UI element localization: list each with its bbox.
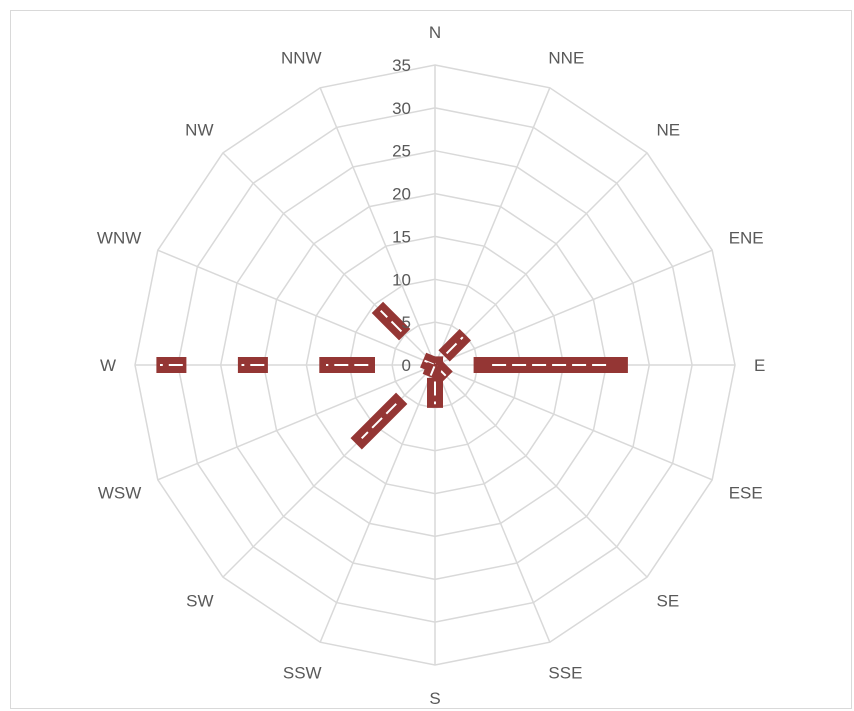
direction-label-e: E (754, 356, 765, 375)
bar-ssw-11 (422, 361, 443, 380)
bar-inner-line (445, 336, 464, 355)
spoke-wsw (157, 364, 436, 481)
spoke-ese (434, 364, 713, 481)
tick-label: 5 (402, 313, 411, 332)
bar-sw-3 (350, 392, 408, 450)
bar-inner-line (429, 366, 436, 376)
spoke-ssw (319, 364, 436, 643)
tick-label: 10 (392, 270, 411, 289)
spoke-sse (434, 364, 551, 643)
direction-label-sw: SW (186, 592, 213, 611)
direction-label-ene: ENE (729, 229, 764, 248)
direction-label-wsw: WSW (98, 483, 141, 502)
direction-label-nnw: NNW (281, 48, 322, 67)
bar-inner-line (360, 403, 397, 440)
direction-labels: N NNE NE ENE E ESE SE SSE S SSW SW WSW W WNW NW NNW (97, 23, 765, 708)
spoke-wnw (157, 249, 436, 366)
bar-inner-line (379, 309, 403, 333)
spoke-sw (222, 364, 436, 578)
bar-inner-line (424, 359, 434, 366)
tick-label: 30 (392, 99, 411, 118)
direction-label-sse: SSE (548, 664, 582, 683)
direction-label-s: S (429, 689, 440, 708)
direction-label-ese: ESE (729, 483, 763, 502)
tick-label: 35 (392, 56, 411, 75)
bar-nw-7 (371, 301, 411, 341)
tick-label: 15 (392, 227, 411, 246)
direction-label-wnw: WNW (97, 229, 141, 248)
bar-ne-1 (438, 329, 471, 362)
direction-label-se: SE (657, 592, 680, 611)
direction-label-n: N (429, 23, 441, 42)
spoke-ene (434, 249, 713, 366)
series-bars (156, 301, 628, 450)
radial-tick-labels: 0 5 10 15 20 25 30 35 (392, 56, 411, 375)
direction-label-nne: NNE (548, 48, 584, 67)
direction-label-w: W (100, 356, 116, 375)
direction-label-ssw: SSW (283, 664, 322, 683)
spoke-nne (434, 87, 551, 366)
spoke-nnw (319, 87, 436, 366)
radar-spokes (135, 65, 735, 665)
direction-label-ne: NE (657, 121, 681, 140)
spoke-ne (434, 152, 648, 366)
tick-label: 25 (392, 142, 411, 161)
direction-label-nw: NW (185, 121, 213, 140)
tick-label: 0 (402, 356, 411, 375)
spoke-se (434, 364, 648, 578)
tick-label: 20 (392, 185, 411, 204)
